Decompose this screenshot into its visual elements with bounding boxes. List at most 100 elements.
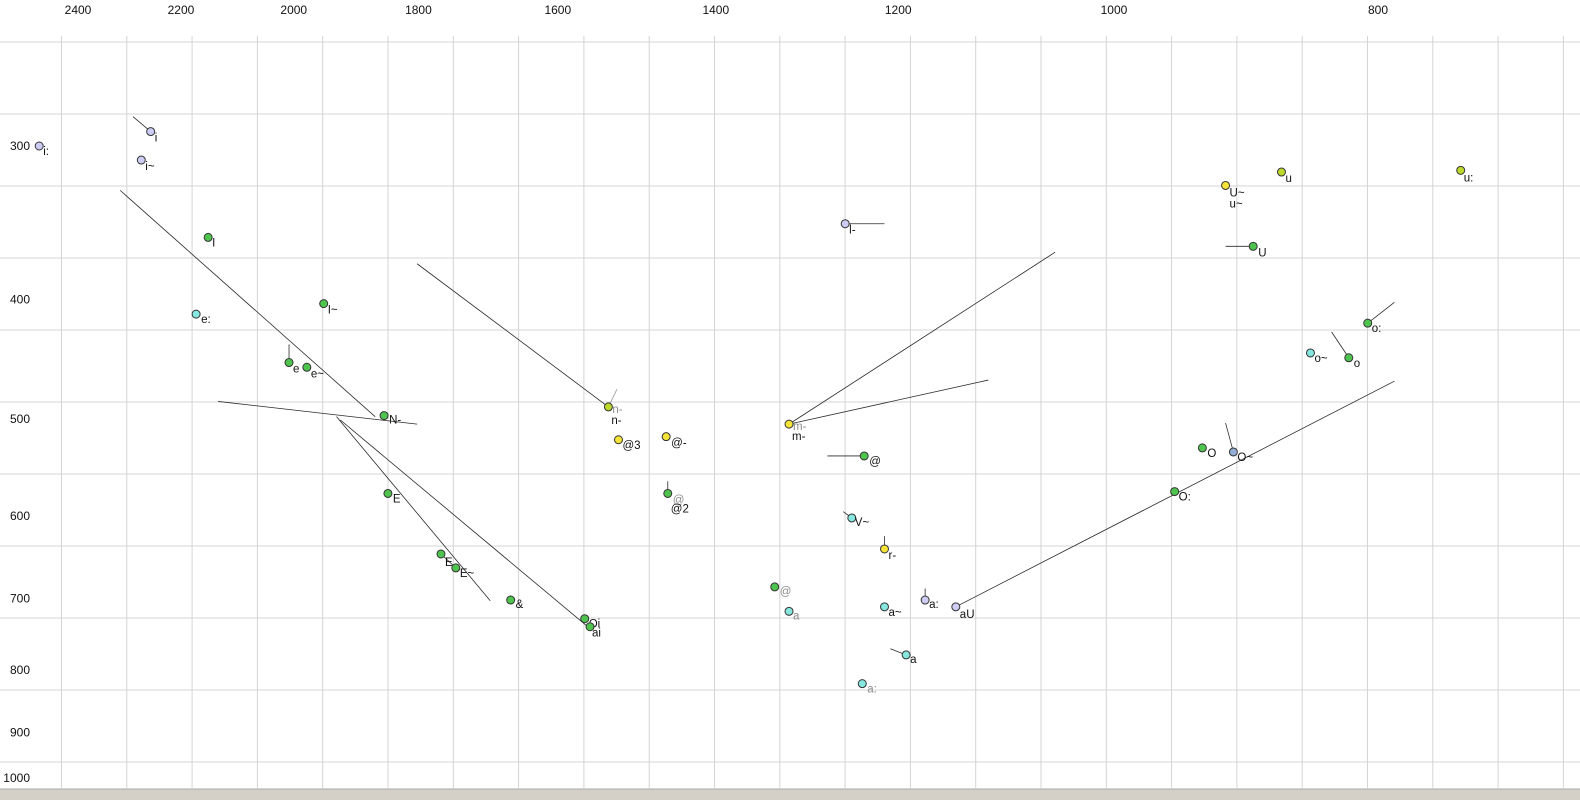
point-label: l- bbox=[849, 225, 856, 237]
point-marker bbox=[1228, 447, 1238, 457]
point-a: a bbox=[784, 606, 800, 622]
point-label: E~ bbox=[460, 568, 475, 580]
point-label: o bbox=[1354, 358, 1360, 370]
connector-line bbox=[788, 379, 989, 425]
point-e: e bbox=[284, 358, 299, 376]
point-n-: n-n- bbox=[603, 402, 623, 427]
point-label: r- bbox=[888, 550, 896, 562]
point-marker bbox=[1197, 443, 1207, 453]
x-tick-label: 1800 bbox=[405, 3, 432, 17]
point-label: m- bbox=[792, 431, 806, 443]
point-label: U bbox=[1258, 247, 1266, 259]
y-tick-label: 800 bbox=[10, 663, 30, 677]
point-I: I bbox=[203, 232, 215, 249]
x-tick-label: 1000 bbox=[1101, 3, 1128, 17]
point-marker bbox=[1344, 353, 1354, 363]
connector-line bbox=[1331, 331, 1350, 358]
point-ai: ai bbox=[585, 622, 601, 640]
point-U: U bbox=[1248, 241, 1267, 259]
point-N-: N- bbox=[379, 411, 401, 427]
point-a:: a: bbox=[920, 595, 939, 611]
point-a: a bbox=[901, 650, 917, 666]
point-marker bbox=[383, 488, 393, 498]
y-axis-ticks: 300 400 500 600 700 800 900 1000 bbox=[3, 139, 30, 785]
point-marker bbox=[661, 432, 671, 442]
connector-line bbox=[1367, 301, 1395, 324]
point-label: I~ bbox=[328, 305, 338, 317]
point-marker bbox=[603, 402, 613, 412]
point-E~: E~ bbox=[451, 563, 475, 580]
point-label: u~ bbox=[1230, 198, 1243, 210]
point-O:: O: bbox=[1170, 487, 1191, 504]
x-tick-label: 2200 bbox=[168, 3, 195, 17]
point-@: @ bbox=[770, 582, 792, 598]
x-tick-label: 2000 bbox=[280, 3, 307, 17]
point-marker bbox=[1248, 241, 1258, 251]
point-marker bbox=[506, 595, 516, 605]
point-marker bbox=[34, 141, 44, 151]
point-marker bbox=[901, 650, 911, 660]
point-label: & bbox=[516, 599, 524, 611]
point-aU: aU bbox=[951, 602, 975, 621]
point-marker bbox=[203, 232, 213, 242]
point-label: N- bbox=[389, 415, 401, 427]
connector-line bbox=[416, 263, 609, 408]
point-U~: U~u~ bbox=[1221, 180, 1245, 210]
y-tick-label: 400 bbox=[10, 293, 30, 307]
x-tick-label: 1200 bbox=[885, 3, 912, 17]
point-label: Oi bbox=[589, 619, 601, 631]
point-@: @ bbox=[859, 451, 881, 468]
point-marker bbox=[302, 362, 312, 372]
point-E: E bbox=[383, 488, 401, 505]
connector-line bbox=[218, 401, 418, 425]
point-&: & bbox=[506, 595, 524, 611]
point-marker bbox=[284, 358, 294, 368]
point-label: e~ bbox=[311, 368, 324, 380]
point-i~: i~ bbox=[136, 155, 155, 173]
point-marker bbox=[146, 127, 156, 137]
point-marker bbox=[613, 435, 623, 445]
point-O: O bbox=[1197, 443, 1216, 460]
point-a:: a: bbox=[857, 679, 877, 696]
point-marker bbox=[436, 549, 446, 559]
y-tick-label: 500 bbox=[10, 412, 30, 426]
point-label: u: bbox=[1464, 172, 1474, 184]
point-label: I bbox=[212, 237, 215, 249]
x-tick-label: 800 bbox=[1368, 3, 1388, 17]
point-label: a: bbox=[929, 599, 939, 611]
point-label: n- bbox=[611, 415, 621, 427]
y-tick-label: 300 bbox=[10, 139, 30, 153]
point-marker bbox=[784, 419, 794, 429]
point-label: e bbox=[293, 364, 299, 376]
point-marker bbox=[663, 488, 673, 498]
x-tick-label: 2400 bbox=[65, 3, 92, 17]
grid bbox=[0, 36, 1580, 788]
point-u:: u: bbox=[1456, 165, 1474, 184]
y-tick-label: 700 bbox=[10, 592, 30, 606]
point-u: u bbox=[1276, 167, 1292, 185]
point-o~: o~ bbox=[1305, 348, 1328, 365]
point-marker bbox=[1276, 167, 1286, 177]
point-marker bbox=[770, 582, 780, 592]
horizontal-scrollbar[interactable] bbox=[0, 789, 1580, 800]
point-V~: V~ bbox=[847, 513, 869, 529]
point-label: a bbox=[793, 610, 800, 622]
point-E: E bbox=[436, 549, 453, 569]
point-@-: @- bbox=[661, 432, 687, 450]
point-label: a: bbox=[867, 684, 877, 696]
connector-line bbox=[788, 251, 1056, 425]
x-tick-label: 1600 bbox=[544, 3, 571, 17]
point-label: @ bbox=[869, 456, 881, 468]
point-marker bbox=[1456, 165, 1466, 175]
y-tick-label: 600 bbox=[10, 509, 30, 523]
point-@2: @@2 bbox=[663, 488, 689, 515]
connector-lines bbox=[119, 116, 1395, 656]
point-marker bbox=[191, 309, 201, 319]
point-label: a bbox=[910, 654, 917, 666]
point-label: @2 bbox=[671, 503, 689, 515]
point-label: @ bbox=[780, 586, 792, 598]
point-i: i bbox=[146, 127, 157, 145]
point-marker bbox=[451, 563, 461, 573]
point-marker bbox=[847, 513, 857, 523]
